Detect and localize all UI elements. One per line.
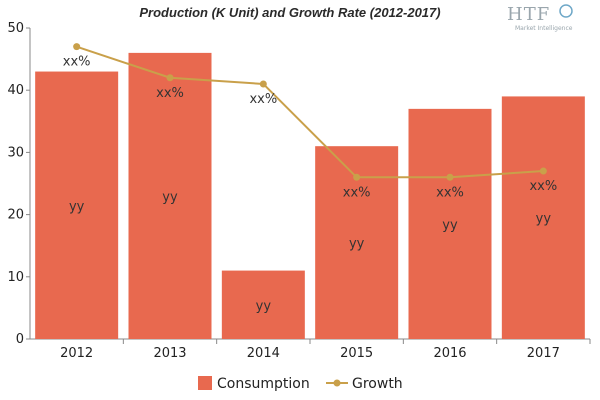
growth-data-label: xx% — [63, 55, 91, 70]
growth-point[interactable] — [259, 80, 267, 88]
bar-data-label: yy — [536, 212, 552, 227]
bar-labels: yy yy yy yy yy yy — [69, 190, 551, 314]
growth-point[interactable] — [539, 167, 547, 175]
bar-data-label: yy — [69, 199, 85, 214]
growth-point[interactable] — [446, 173, 454, 181]
bar-data-label: yy — [442, 218, 458, 233]
bar[interactable] — [501, 96, 585, 339]
x-tick-label: 2016 — [433, 346, 466, 361]
bar[interactable] — [128, 52, 212, 339]
growth-data-label: xx% — [156, 86, 184, 101]
y-tick-label: 0 — [16, 332, 24, 347]
bar-data-label: yy — [162, 190, 178, 205]
axes: 0 10 20 30 40 50 2012 2013 2014 2015 2016 2017 — [7, 21, 591, 361]
x-tick-label: 2012 — [60, 346, 93, 361]
growth-data-label: xx% — [343, 185, 371, 200]
legend: Consumption Growth — [198, 376, 403, 392]
line-series: xx% xx% xx% xx% xx% xx% — [63, 43, 557, 200]
logo-text: HTF — [507, 4, 550, 25]
growth-point[interactable] — [353, 173, 361, 181]
x-tick-label: 2015 — [340, 346, 373, 361]
legend-swatch-growth-dot — [333, 379, 341, 387]
y-tick-label: 40 — [7, 83, 24, 98]
y-tick-label: 50 — [7, 21, 24, 36]
bar[interactable] — [408, 108, 492, 339]
growth-data-label: xx% — [436, 185, 464, 200]
legend-swatch-consumption — [198, 376, 212, 390]
growth-point[interactable] — [73, 43, 81, 51]
bar-data-label: yy — [256, 299, 272, 314]
bar-data-label: yy — [349, 237, 365, 252]
growth-data-label: xx% — [249, 92, 277, 107]
x-tick-label: 2017 — [527, 346, 560, 361]
y-tick-label: 20 — [7, 208, 24, 223]
bar-series — [35, 52, 585, 339]
y-tick-label: 10 — [7, 270, 24, 285]
x-tick-label: 2013 — [153, 346, 186, 361]
logo-subtext: Market Intelligence — [515, 25, 573, 32]
bar[interactable] — [221, 270, 305, 339]
logo: HTF Market Intelligence — [507, 4, 573, 32]
chart-title: Production (K Unit) and Growth Rate (201… — [139, 5, 440, 20]
bar[interactable] — [35, 71, 119, 339]
growth-point[interactable] — [166, 74, 174, 82]
logo-globe-icon — [559, 4, 573, 18]
legend-label-growth: Growth — [352, 376, 403, 392]
x-tick-label: 2014 — [247, 346, 280, 361]
y-tick-label: 30 — [7, 145, 24, 160]
growth-line — [76, 45, 544, 179]
growth-data-label: xx% — [529, 179, 557, 194]
legend-label-consumption: Consumption — [217, 376, 310, 392]
